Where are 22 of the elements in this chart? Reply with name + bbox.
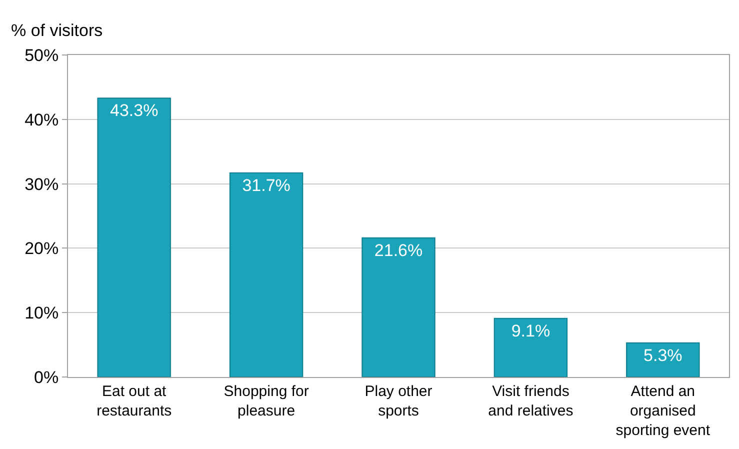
bar <box>362 237 436 377</box>
data-label: 21.6% <box>374 240 423 260</box>
x-tick-label: Shopping for pleasure <box>224 383 309 420</box>
bar <box>229 172 304 377</box>
bar <box>97 98 171 377</box>
x-tick-label: Play other sports <box>364 383 432 420</box>
data-label: 43.3% <box>110 101 158 120</box>
y-tick-label: 10% <box>24 304 59 323</box>
bar <box>494 318 568 377</box>
data-label: 5.3% <box>644 346 682 365</box>
x-tick-label: Attend an organised sporting event <box>616 383 711 439</box>
y-tick-label: 0% <box>34 368 59 387</box>
data-label: 31.7% <box>242 176 290 195</box>
y-axis-title: % of visitors <box>11 21 103 40</box>
bar <box>626 342 700 377</box>
y-tick-label: 20% <box>24 239 59 258</box>
y-tick-label: 30% <box>24 174 59 194</box>
y-tick-label: 40% <box>24 110 59 130</box>
y-tick-label: 50% <box>24 46 59 65</box>
x-tick-label: Eat out at restaurants <box>96 383 172 420</box>
data-label: 9.1% <box>511 321 550 340</box>
x-tick-label: Visit friends and relatives <box>488 383 574 420</box>
